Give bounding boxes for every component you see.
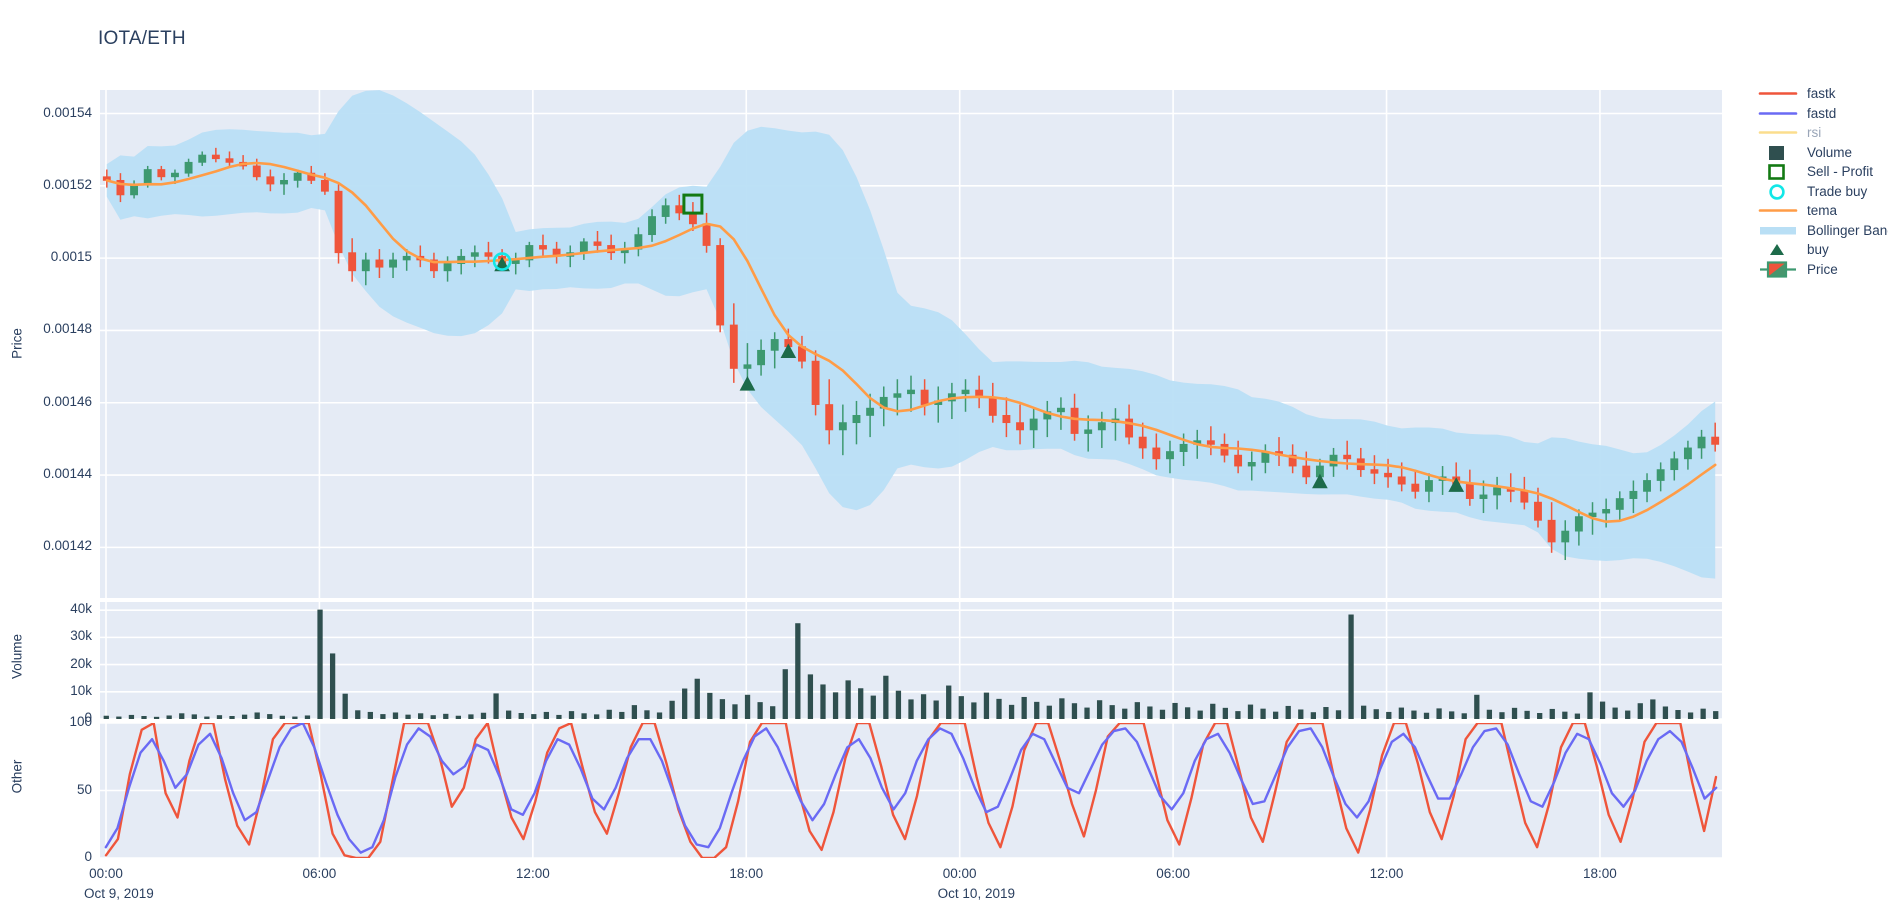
legend-label: Price [1807,261,1838,277]
legend-label: Trade buy [1807,183,1868,199]
legend-symbol-line-icon [1757,201,1799,220]
legend-item-rsi[interactable]: rsi [1757,123,1885,143]
legend-item-sell-profit[interactable]: Sell - Profit [1757,162,1885,182]
price-y-tick: 0.00146 [43,393,92,409]
legend-label: tema [1807,203,1838,219]
legend-symbol-line-icon [1757,123,1799,142]
page-title: IOTA/ETH [98,28,186,49]
volume-y-tick: 30k [70,628,92,644]
legend-label: buy [1807,242,1829,258]
legend-label: Volume [1807,144,1853,160]
x-tick: 06:00 [1156,866,1190,881]
legend-item-tema[interactable]: tema [1757,201,1885,221]
x-tick: 00:00 [89,866,123,881]
legend-item-fastd[interactable]: fastd [1757,104,1885,124]
other-y-tick: 0 [84,849,92,864]
price-y-tick: 0.00154 [43,104,92,120]
legend-item-fastk[interactable]: fastk [1757,84,1885,104]
legend-label: fastk [1807,86,1836,102]
x-tick: 06:00 [302,866,337,881]
volume-y-tick: 40k [70,601,92,617]
x-tick: 00:00 [942,866,977,881]
other-y-tick: 50 [76,781,92,797]
price-plot-canvas [100,90,1722,598]
x-tick: 12:00 [1369,866,1404,881]
legend-label: rsi [1807,125,1822,141]
volume-y-tick: 0 [84,710,92,725]
legend-symbol-candle-icon [1757,260,1799,279]
x-tick: 18:00 [729,866,764,881]
legend-item-volume[interactable]: Volume [1757,143,1885,163]
price-y-tick: 0.00142 [43,538,92,554]
legend-symbol-band-icon [1757,221,1799,240]
legend-label: Bollinger Band [1807,222,1888,238]
chart-legend[interactable]: fastk fastd rsi Volume Sell - Profit Trade bu… [1757,84,1888,280]
x-day-label: Oct 10, 2019 [937,886,1015,901]
price-y-tick: 0.0015 [50,249,92,265]
legend-symbol-triangle-icon [1757,240,1799,259]
volume-plot-canvas [100,602,1722,719]
other-plot-canvas [100,723,1722,858]
legend-item-bollinger-band[interactable]: Bollinger Band [1757,221,1888,241]
price-y-tick: 0.00152 [43,176,92,192]
other-axis-title: Other [9,759,25,794]
volume-y-tick: 20k [70,655,92,671]
volume-y-tick: 10k [70,682,92,698]
legend-symbol-square-icon [1757,143,1799,162]
x-tick: 18:00 [1583,866,1617,881]
legend-item-price[interactable]: Price [1757,260,1885,280]
legend-symbol-line-icon [1757,104,1799,123]
legend-symbol-square-open-icon [1757,162,1799,181]
legend-symbol-circle-open-icon [1757,182,1799,201]
legend-label: Sell - Profit [1807,164,1874,180]
x-day-label: Oct 9, 2019 [84,886,154,901]
price-y-tick: 0.00148 [43,321,92,337]
legend-symbol-line-icon [1757,84,1799,103]
other-y-tick: 100 [69,714,92,729]
price-y-tick: 0.00144 [43,466,92,482]
x-tick: 12:00 [515,866,550,881]
legend-item-buy[interactable]: buy [1757,240,1885,260]
legend-item-trade-buy[interactable]: Trade buy [1757,182,1885,202]
legend-label: fastd [1807,105,1837,121]
